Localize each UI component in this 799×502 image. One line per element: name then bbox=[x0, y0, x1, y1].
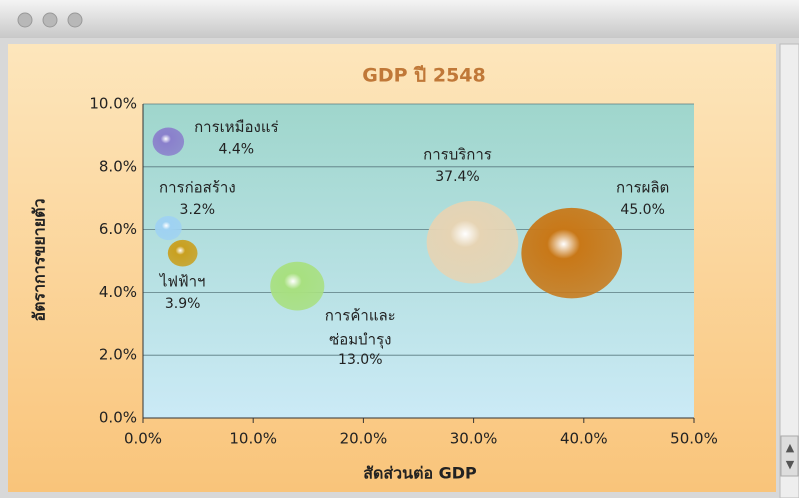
bubble-name: การก่อสร้าง bbox=[159, 179, 236, 197]
chart-title: GDP ปี 2548 bbox=[362, 65, 485, 87]
x-axis-label: สัดส่วนต่อ GDP bbox=[363, 464, 477, 483]
bubble bbox=[426, 200, 519, 284]
y-tick-label: 2.0% bbox=[99, 346, 137, 364]
bubble-value: 37.4% bbox=[435, 169, 479, 185]
y-tick-label: 8.0% bbox=[99, 157, 137, 175]
bubble-value: 3.2% bbox=[180, 202, 216, 218]
bubble-value: 13.0% bbox=[338, 352, 382, 368]
y-tick-label: 6.0% bbox=[99, 220, 137, 238]
title-bar bbox=[0, 0, 799, 38]
x-tick-label: 50.0% bbox=[670, 430, 718, 448]
arrow-icon: ▲ bbox=[786, 441, 795, 454]
bubble-value: 4.4% bbox=[219, 142, 255, 158]
bubble-name: การบริการ bbox=[423, 146, 492, 164]
x-tick-label: 30.0% bbox=[450, 430, 498, 448]
window-button[interactable] bbox=[67, 12, 83, 28]
bubble bbox=[270, 261, 325, 311]
x-tick-label: 40.0% bbox=[560, 430, 608, 448]
bubble bbox=[167, 239, 198, 267]
bubble-name: การผลิต bbox=[616, 179, 669, 197]
x-tick-label: 0.0% bbox=[124, 430, 162, 448]
x-tick-label: 20.0% bbox=[340, 430, 388, 448]
y-tick-label: 10.0% bbox=[89, 95, 137, 113]
bubble bbox=[521, 207, 622, 299]
chart: 0.0% 2.0% 4.0% 6.0% 8.0% 10.0% 0.0% 10.0% 20.0% 3… bbox=[89, 95, 717, 448]
x-tick-label: 10.0% bbox=[229, 430, 277, 448]
y-axis-label: อัตราการขยายตัว bbox=[30, 199, 49, 322]
window-button[interactable] bbox=[42, 12, 58, 28]
bubble-name: การเหมืองแร่ bbox=[194, 118, 279, 136]
bubble-name: การค้าและ bbox=[325, 307, 396, 325]
y-tick-label: 0.0% bbox=[99, 409, 137, 427]
arrow-icon: ▼ bbox=[786, 458, 795, 471]
bubble bbox=[154, 215, 182, 241]
window-button[interactable] bbox=[17, 12, 33, 28]
bubble bbox=[152, 127, 185, 156]
y-tick-label: 4.0% bbox=[99, 283, 137, 301]
bubble-name: ซ่อมบำรุง bbox=[329, 331, 391, 350]
bubble-value: 3.9% bbox=[165, 296, 201, 312]
bubble-name: ไฟฟ้าฯ bbox=[159, 273, 206, 291]
scroll-arrows[interactable] bbox=[780, 435, 799, 477]
scrollbar[interactable] bbox=[779, 43, 799, 499]
bubble-value: 45.0% bbox=[620, 202, 664, 218]
